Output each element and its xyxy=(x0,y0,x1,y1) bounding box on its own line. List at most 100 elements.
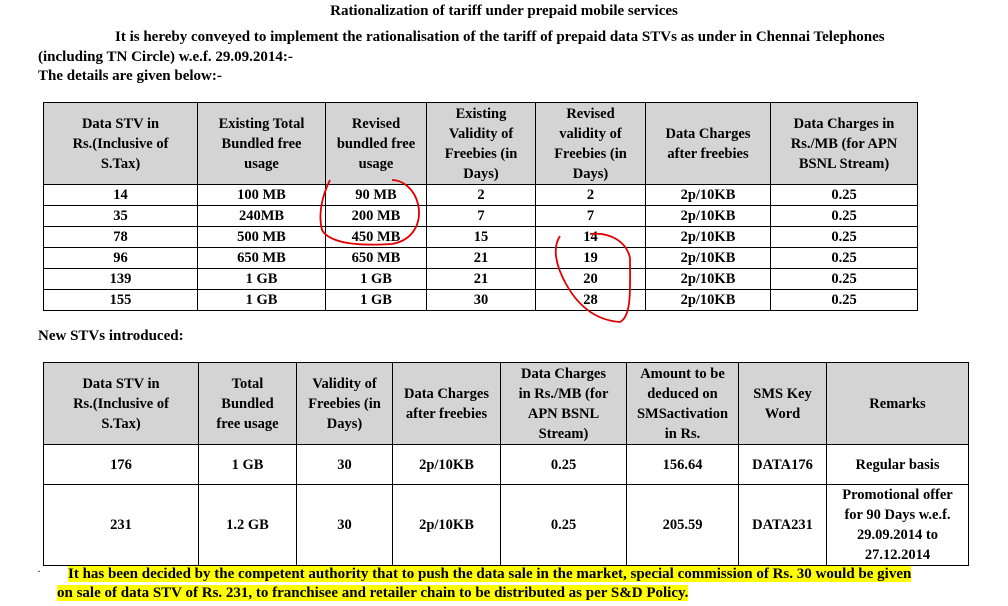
cell-text-line: usage xyxy=(358,155,394,172)
cell-text-line: bundled free xyxy=(336,135,416,152)
table-cell: 30 xyxy=(296,444,393,485)
table-cell: 231 xyxy=(43,484,199,566)
cell-text-line: Freebies (in xyxy=(308,395,381,412)
table-cell: 28 xyxy=(535,289,646,311)
table-cell: 155 xyxy=(43,289,198,311)
table-cell: 14 xyxy=(535,226,646,248)
cell-text-line: deduced on xyxy=(647,385,718,402)
table-cell: 2p/10KB xyxy=(645,184,771,206)
column-header: Data Charges after freebies xyxy=(392,362,501,445)
table-cell: 20 xyxy=(535,268,646,290)
cell-text-line: Total xyxy=(231,375,264,392)
cell-text-line: Validity of xyxy=(312,375,377,392)
table-cell: 450 MB xyxy=(325,226,427,248)
cell-text-line: in Rs. xyxy=(664,425,701,442)
cell-text-line: Data STV in xyxy=(82,375,160,392)
table-row: 176 1 GB 30 2p/10KB 0.25 156.64 DATA176 Regular… xyxy=(43,444,969,485)
table-cell: 7 xyxy=(535,205,646,227)
table-cell: 21 xyxy=(426,247,536,269)
cell-text-line: Data Charges xyxy=(404,385,489,402)
column-header: Revised bundled free usage xyxy=(325,102,427,185)
cell-text-line: Remarks xyxy=(869,395,926,412)
intro-line-2: (including TN Circle) w.e.f. 29.09.2014:… xyxy=(38,49,293,65)
table-cell: 139 xyxy=(43,268,198,290)
cell-text-line: Days) xyxy=(463,165,499,182)
cell-text-line: Rs.(Inclusive of xyxy=(72,135,169,152)
table-cell: 30 xyxy=(426,289,536,311)
cell-text-line: Days) xyxy=(572,165,609,182)
table-cell: 2p/10KB xyxy=(392,444,501,485)
cell-text-line: free usage xyxy=(216,415,279,432)
column-header: Existing Total Bundled free usage xyxy=(197,102,326,185)
cell-text-line: Promotional offer xyxy=(842,487,953,503)
cell-text-line: Regular basis xyxy=(855,456,940,473)
column-header: Data Charges in Rs./MB (for APN BSNL Stream… xyxy=(500,362,627,445)
cell-text-line: Data Charges xyxy=(521,365,606,382)
table-cell: 90 MB xyxy=(325,184,427,206)
table-cell: 15 xyxy=(426,226,536,248)
column-header: Data STV in Rs.(Inclusive of S.Tax) xyxy=(43,102,198,185)
table-cell: 0.25 xyxy=(770,184,918,206)
cell-text-line: Word xyxy=(764,405,801,422)
table-cell: 2p/10KB xyxy=(645,247,771,269)
table-row: 231 1.2 GB 30 2p/10KB 0.25 205.59 DATA231 Promo… xyxy=(43,484,969,566)
cell-text-line: Existing xyxy=(455,105,507,122)
cell-text-line: validity of xyxy=(559,125,622,142)
table-row: 96 650 MB 650 MB 21 19 2p/10KB 0.25 xyxy=(43,247,918,269)
cell-text-line: Amount to be xyxy=(640,365,725,382)
cell-text-line: in Rs./MB (for xyxy=(518,385,609,402)
table-cell: 0.25 xyxy=(500,444,627,485)
footer-bullet: · xyxy=(37,564,41,578)
table-cell: 2 xyxy=(535,184,646,206)
cell-text-line: BSNL Stream) xyxy=(798,155,890,172)
cell-text-line: SMSactivation xyxy=(636,405,729,422)
page-title: Rationalization of tariff under prepaid … xyxy=(330,3,678,19)
column-header: Existing Validity of Freebies (in Days) xyxy=(426,102,536,185)
cell-text-line: S.Tax) xyxy=(101,415,141,432)
column-header: Amount to be deduced on SMSactivation in Rs… xyxy=(626,362,739,445)
table-cell: 1 GB xyxy=(198,444,297,485)
table-cell: Regular basis xyxy=(826,444,969,485)
cell-text-line: Stream) xyxy=(538,425,589,442)
column-header: Data Charges in Rs./MB (for APN BSNL Strea… xyxy=(770,102,918,185)
table-row: 14 100 MB 90 MB 2 2 2p/10KB 0.25 xyxy=(43,184,918,206)
highlighted-text: It has been decided by the competent aut… xyxy=(68,566,912,582)
table-cell: 7 xyxy=(426,205,536,227)
intro-line-3: The details are given below:- xyxy=(38,68,222,84)
table-cell: 1 GB xyxy=(325,289,427,311)
cell-text-line: 29.09.2014 to xyxy=(857,527,938,543)
cell-text-line: APN BSNL xyxy=(527,405,600,422)
table-cell: 2 xyxy=(426,184,536,206)
cell-text-line: Rs./MB (for APN xyxy=(790,135,898,152)
table-cell: 0.25 xyxy=(770,268,918,290)
column-header: Total Bundled free usage xyxy=(198,362,297,445)
cell-text-line: SMS Key xyxy=(753,385,812,402)
table-cell: 30 xyxy=(296,484,393,566)
table-cell: 0.25 xyxy=(500,484,627,566)
table-cell: 14 xyxy=(43,184,198,206)
cell-text-line: Days) xyxy=(326,415,363,432)
table-cell: 96 xyxy=(43,247,198,269)
table-cell: 650 MB xyxy=(325,247,427,269)
table-row: 35 240MB 200 MB 7 7 2p/10KB 0.25 xyxy=(43,205,918,227)
column-header: Revised validity of Freebies (in Days) xyxy=(535,102,646,185)
table-cell: 100 MB xyxy=(197,184,326,206)
new-stvs-label: New STVs introduced: xyxy=(38,328,184,344)
table-cell: 205.59 xyxy=(626,484,739,566)
cell-text-line: Data Charges in xyxy=(793,115,895,132)
existing-tariff-table: Data STV in Rs.(Inclusive of S.Tax) Existin… xyxy=(43,102,918,311)
column-header: Remarks xyxy=(826,362,969,445)
table-cell: 2p/10KB xyxy=(645,205,771,227)
cell-text-line: after freebies xyxy=(667,145,749,162)
highlighted-text: on sale of data STV of Rs. 231, to franc… xyxy=(57,585,689,601)
cell-text-line: for 90 Days w.e.f. xyxy=(844,507,951,523)
cell-text-line: Data STV in xyxy=(81,115,160,132)
cell-text-line: 27.12.2014 xyxy=(864,547,931,563)
table-cell: 156.64 xyxy=(626,444,739,485)
table-cell: 78 xyxy=(43,226,198,248)
table-cell: 2p/10KB xyxy=(645,289,771,311)
table-cell: 0.25 xyxy=(770,289,918,311)
cell-text-line: usage xyxy=(244,155,279,172)
cell-text-line: Existing Total xyxy=(218,115,305,132)
cell-text-line: S.Tax) xyxy=(100,155,141,172)
